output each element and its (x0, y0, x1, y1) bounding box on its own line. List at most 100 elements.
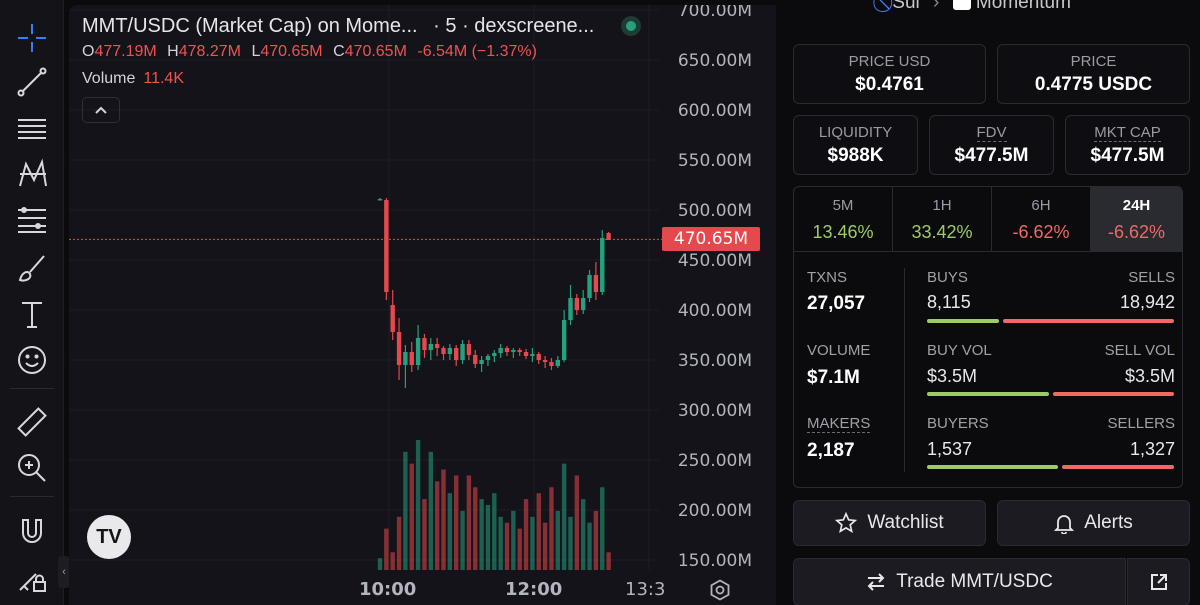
candle-body (530, 354, 535, 356)
candle-body (517, 350, 522, 352)
horizontal-lines-icon[interactable] (12, 108, 52, 148)
time-label: 13:3 (625, 579, 666, 600)
sells-ratio-bar (1003, 319, 1174, 323)
ruler-icon[interactable] (12, 402, 52, 442)
text-tool-icon[interactable] (12, 294, 52, 334)
volume-bar (377, 558, 383, 570)
candle-body (396, 332, 402, 365)
candle-body (600, 238, 605, 292)
price-axis-label: 150.00M (677, 551, 752, 571)
candle-body (377, 199, 383, 201)
price-axis-label: 550.00M (677, 151, 752, 171)
zoom-in-icon[interactable] (12, 448, 52, 488)
brush-icon[interactable] (12, 248, 52, 288)
crosshair-icon[interactable] (12, 18, 52, 58)
buy-vol-label: BUY VOL (927, 342, 992, 359)
price-axis-label: 300.00M (677, 401, 752, 421)
volume-bar (434, 481, 440, 570)
price-change: -6.54M (−1.37%) (417, 43, 537, 60)
sells-label: SELLS (1128, 269, 1175, 286)
fib-tool-icon[interactable] (12, 200, 52, 240)
alerts-button[interactable]: Alerts (997, 500, 1190, 546)
sellers-ratio-bar (1062, 465, 1174, 469)
volume-bar (466, 475, 472, 570)
buyers-value: 1,537 (927, 439, 973, 459)
price-axis-label: 350.00M (677, 351, 752, 371)
trade-button[interactable]: Trade MMT/USDC (793, 558, 1126, 605)
volume-bar (555, 510, 560, 570)
makers-value: 2,187 (807, 440, 855, 461)
volume-bar (517, 528, 522, 570)
pair-info-panel: ⃠ Sui › Momentum PRICE USD $0.4761 PRICE… (777, 0, 1200, 605)
volume-value: $7.1M (807, 367, 860, 388)
price-axis-label: 250.00M (677, 451, 752, 471)
settings-icon[interactable] (709, 579, 731, 601)
candle-body (415, 338, 421, 365)
time-label: 10:00 (359, 579, 417, 600)
volume-bar (523, 499, 529, 570)
candle-body (568, 298, 573, 320)
candle-body (403, 352, 408, 365)
trend-line-icon[interactable] (12, 62, 52, 102)
volume-bar (485, 505, 491, 570)
makers-label: MAKERS (807, 415, 871, 433)
pattern-icon[interactable] (12, 154, 52, 194)
sell-vol-value: $3.5M (1124, 366, 1175, 386)
volume-bar (473, 487, 478, 570)
tradingview-logo[interactable]: TV (87, 515, 131, 559)
tab-1h[interactable]: 1H 33.42% (893, 187, 992, 251)
price-axis-label: 500.00M (677, 201, 752, 221)
sellers-value: 1,327 (1129, 439, 1175, 459)
buyers-ratio-bar (927, 465, 1059, 469)
tab-5m[interactable]: 5M 13.46% (794, 187, 893, 251)
buys-value: 8,115 (927, 292, 971, 312)
stats-box (793, 186, 1183, 488)
emoji-icon[interactable] (12, 340, 52, 380)
price-chart[interactable]: MMT/USDC (Market Cap) on Mome... · 5 · d… (69, 5, 776, 605)
volume-bar (593, 510, 599, 570)
candle-body (523, 352, 529, 356)
volume-bar (530, 516, 535, 570)
candle-body (409, 352, 414, 365)
time-label: 12:00 (505, 579, 563, 600)
chart-legend: MMT/USDC (Market Cap) on Mome... · 5 · d… (82, 15, 594, 38)
candle-body (473, 355, 478, 364)
magnet-icon[interactable] (12, 512, 52, 552)
volume-bar (498, 516, 503, 570)
price-native-card: PRICE 0.4775 USDC (997, 44, 1190, 104)
volume-bar (561, 463, 567, 570)
dex-name: Momentum (975, 0, 1071, 13)
candle-body (504, 348, 510, 352)
live-status-icon (621, 16, 641, 36)
candlestick-plot (69, 5, 662, 570)
buys-label: BUYS (927, 269, 968, 286)
txns-label: TXNS (807, 269, 848, 286)
toolbar-collapse-button[interactable]: ‹ (58, 556, 70, 588)
candle-body (581, 298, 586, 310)
liquidity-card: LIQUIDITY $988K (793, 115, 918, 175)
candle-body (498, 348, 503, 353)
price-axis-label: 600.00M (677, 101, 752, 121)
candle-body (555, 360, 560, 366)
chain-name: Sui (892, 0, 920, 13)
open-external-button[interactable] (1127, 558, 1190, 605)
lock-drawings-icon[interactable] (12, 558, 52, 598)
current-price-label: 470.65M (662, 227, 760, 251)
legend-collapse-button[interactable] (82, 97, 120, 123)
txns-value: 27,057 (807, 293, 866, 314)
volume-bar (600, 487, 605, 570)
buyers-label: BUYERS (927, 415, 989, 432)
volume-bar (441, 469, 446, 570)
volume-bar (396, 516, 402, 570)
bell-icon (1054, 515, 1075, 534)
tab-24h[interactable]: 24H -6.62% (1091, 187, 1182, 251)
volume-bar (454, 475, 459, 570)
candle-body (606, 233, 611, 240)
dex-icon (952, 0, 971, 10)
watchlist-button[interactable]: Watchlist (793, 500, 986, 546)
buy-vol-value: $3.5M (927, 366, 978, 386)
candle-body (434, 344, 440, 348)
tab-6h[interactable]: 6H -6.62% (992, 187, 1091, 251)
candle-body (454, 348, 459, 360)
volume-bar (447, 493, 453, 570)
